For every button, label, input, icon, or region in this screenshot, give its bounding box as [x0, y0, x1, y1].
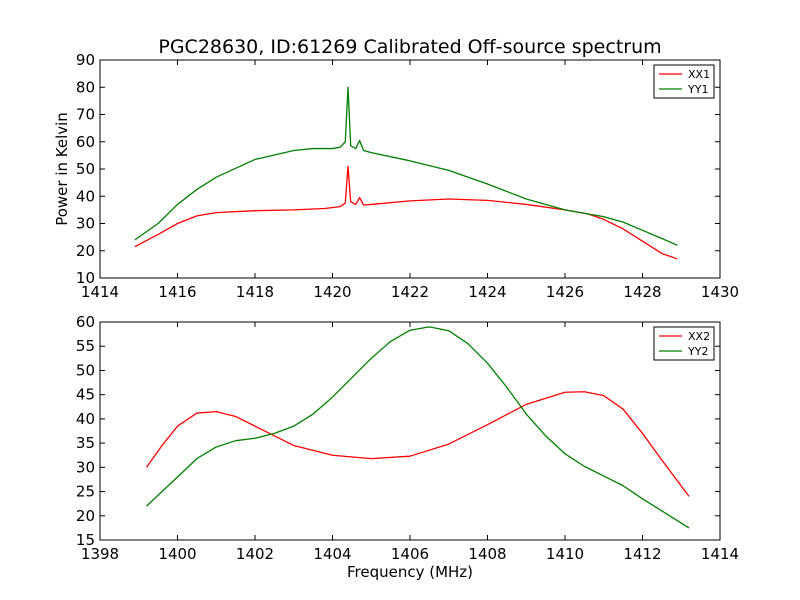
y-tick-label: 60 — [76, 133, 95, 151]
series-line-yy2 — [146, 326, 690, 529]
y-tick-label: 55 — [76, 337, 95, 355]
x-tick-label: 1410 — [546, 545, 584, 563]
x-tick-label: 1402 — [236, 545, 274, 563]
series-line-xx2 — [145, 391, 690, 497]
y-tick-label: 40 — [76, 187, 95, 205]
y-tick-label: 60 — [76, 313, 95, 331]
x-tick-label: 1426 — [546, 283, 584, 301]
x-tick-label: 1428 — [623, 283, 661, 301]
y-tick-label: 40 — [76, 410, 95, 428]
y-tick-label: 30 — [76, 458, 95, 476]
x-tick-label: 1416 — [158, 283, 196, 301]
y-tick-label: 50 — [76, 361, 95, 379]
x-tick-label: 1414 — [701, 545, 739, 563]
y-tick-label: 45 — [76, 386, 95, 404]
y-tick-label: 20 — [76, 507, 95, 525]
series-line-xx1 — [134, 165, 678, 260]
y-tick-label: 30 — [76, 215, 95, 233]
legend-label-yy2: YY2 — [687, 345, 708, 358]
x-tick-label: 1420 — [313, 283, 351, 301]
legend-label-yy1: YY1 — [687, 83, 708, 96]
x-tick-label: 1404 — [313, 545, 351, 563]
y-tick-label: 90 — [76, 51, 95, 69]
y-tick-label: 80 — [76, 78, 95, 96]
y-tick-label: 25 — [76, 483, 95, 501]
y-tick-label: 35 — [76, 434, 95, 452]
y-tick-label: 10 — [76, 269, 95, 287]
top-panel-xx1-yy1: 1414 1416 1418 1420 1422 1424 1426 1428 1430 10 20… — [53, 51, 739, 301]
x-axis-label: Frequency (MHz) — [347, 563, 473, 581]
x-tick-label: 1406 — [391, 545, 429, 563]
y-axis-label: Power in Kelvin — [53, 112, 71, 226]
y-tick-label: 15 — [76, 531, 95, 549]
x-tick-label: 1408 — [468, 545, 506, 563]
figure-title: PGC28630, ID:61269 Calibrated Off-source… — [158, 36, 661, 58]
x-tick-label: 1398 — [81, 545, 119, 563]
legend-label-xx1: XX1 — [688, 68, 710, 81]
x-tick-label: 1400 — [158, 545, 196, 563]
y-tick-label: 50 — [76, 160, 95, 178]
x-tick-label: 1424 — [468, 283, 506, 301]
x-tick-label: 1430 — [701, 283, 739, 301]
legend-box — [653, 326, 715, 361]
y-tick-label: 20 — [76, 242, 95, 260]
x-tick-label: 1412 — [623, 545, 661, 563]
series-line-yy1 — [134, 86, 678, 246]
x-tick-label: 1418 — [236, 283, 274, 301]
x-tick-label: 1414 — [81, 283, 119, 301]
legend-label-xx2: XX2 — [688, 330, 710, 343]
x-tick-label: 1422 — [391, 283, 429, 301]
y-tick-label: 70 — [76, 106, 95, 124]
bottom-panel-xx2-yy2: 1398 1400 1402 1404 1406 1408 1410 1412 1414 15 20… — [76, 313, 739, 581]
legend-box — [653, 64, 715, 99]
